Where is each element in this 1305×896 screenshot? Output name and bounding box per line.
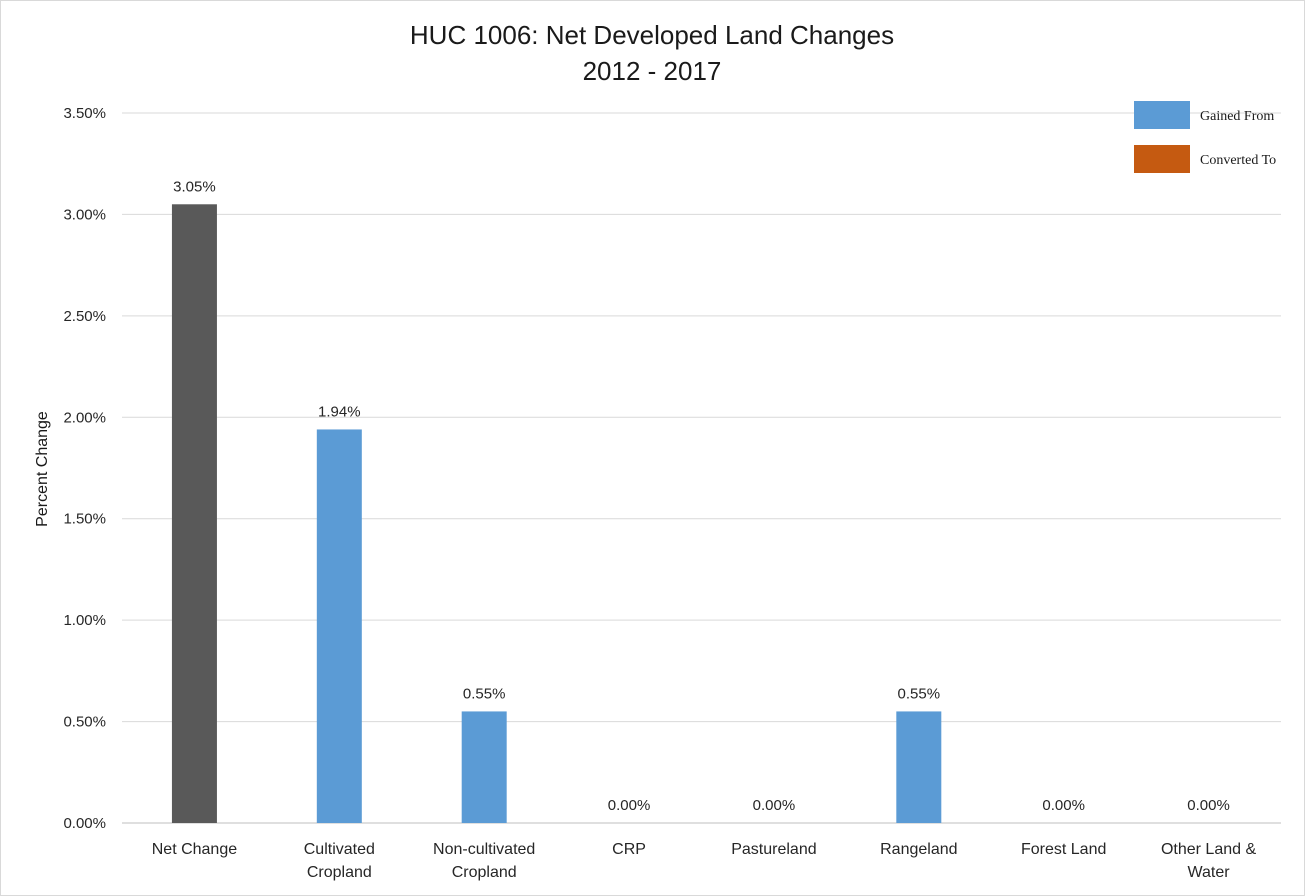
gridlines [122,112,1281,824]
y-tick-label: 1.50% [63,511,106,528]
x-category-label: Non-cultivated [433,841,535,858]
x-category-label: Rangeland [880,841,957,858]
data-label: 0.00% [608,797,651,814]
y-tick-label: 3.50% [63,105,106,122]
x-category-label: Net Change [152,841,237,858]
data-label: 0.00% [1042,797,1085,814]
bar [171,204,217,824]
x-category-label: Cropland [452,864,517,881]
x-category-label: Forest Land [1021,841,1106,858]
legend-swatch [1134,145,1190,173]
y-tick-label: 2.00% [63,409,106,426]
y-tick-label: 1.00% [63,612,106,629]
x-category-label: Other Land & [1161,841,1257,858]
bar [316,429,362,823]
x-category-label: Cultivated [304,841,375,858]
chart-subtitle: 2012 - 2017 [583,56,722,86]
y-tick-label: 0.50% [63,714,106,731]
data-label: 0.55% [463,685,506,702]
y-tick-label: 2.50% [63,308,106,325]
y-tick-label: 3.00% [63,206,106,223]
legend-label: Converted To [1200,153,1276,168]
x-category-label: Water [1188,864,1231,881]
bar [461,711,507,823]
data-label: 0.00% [1187,797,1230,814]
bar [896,711,942,823]
legend-label: Gained From [1200,109,1274,124]
bars [171,204,942,824]
data-labels: 3.05% 1.94% 0.55% 0.00% 0.00% 0.55% 0.00% 0.00% [173,178,1230,814]
y-axis-label: Percent Change [34,411,51,527]
legend: Gained From Converted To [1134,101,1276,173]
data-label: 0.00% [753,797,796,814]
x-category-label: Pastureland [731,841,816,858]
data-label: 1.94% [318,403,361,420]
chart-title: HUC 1006: Net Developed Land Changes [410,20,894,50]
y-axis-ticks: 0.00% 0.50% 1.00% 1.50% 2.00% 2.50% 3.00% 3.50% [63,105,106,832]
x-category-label: Cropland [307,864,372,881]
data-label: 3.05% [173,178,216,195]
x-category-label: CRP [612,841,646,858]
data-label: 0.55% [898,685,941,702]
x-axis-categories: Net Change Cultivated Cropland Non-cultivat… [152,841,1257,881]
legend-swatch [1134,101,1190,129]
y-tick-label: 0.00% [63,815,106,832]
